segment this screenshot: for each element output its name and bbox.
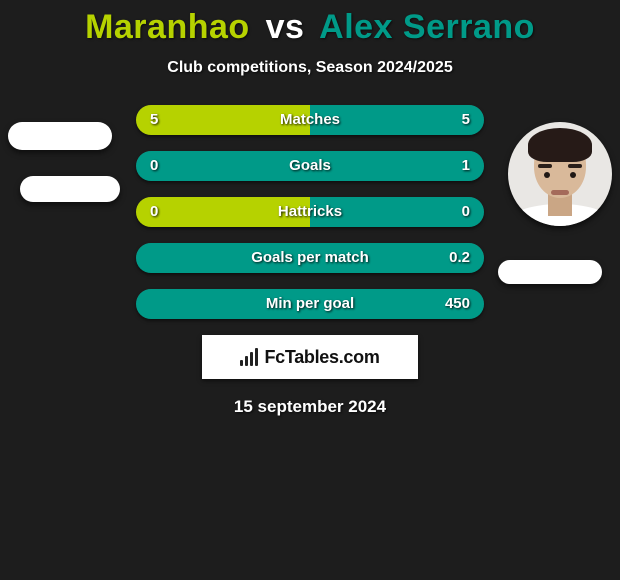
avatar-brow-right bbox=[568, 164, 582, 168]
stat-row: Goals01 bbox=[136, 151, 484, 181]
stat-bar-left bbox=[136, 105, 310, 135]
stat-bar-left bbox=[136, 197, 310, 227]
stat-row: Goals per match0.2 bbox=[136, 243, 484, 273]
vs-label: vs bbox=[266, 8, 305, 46]
brand-bars-icon bbox=[240, 348, 258, 366]
stat-row: Min per goal450 bbox=[136, 289, 484, 319]
subtitle: Club competitions, Season 2024/2025 bbox=[0, 59, 620, 77]
player2-avatar bbox=[508, 122, 612, 226]
avatar-hair bbox=[528, 128, 592, 162]
date-label: 15 september 2024 bbox=[0, 397, 620, 417]
avatar-placeholder-right bbox=[498, 260, 602, 284]
stat-bar-right bbox=[136, 151, 484, 181]
avatar-eye-left bbox=[544, 172, 550, 178]
stats-container: Matches55 Goals01 Hattricks00 Goals per mat… bbox=[136, 105, 484, 319]
avatar-mouth bbox=[551, 190, 569, 195]
avatar-eye-right bbox=[570, 172, 576, 178]
stat-row: Matches55 bbox=[136, 105, 484, 135]
brand-text: FcTables.com bbox=[264, 347, 379, 368]
stat-bar-right bbox=[310, 105, 484, 135]
player1-name: Maranhao bbox=[85, 8, 250, 46]
brand-badge: FcTables.com bbox=[202, 335, 418, 379]
avatar-placeholder-left-1 bbox=[8, 122, 112, 150]
player2-name: Alex Serrano bbox=[319, 8, 535, 46]
avatar-placeholder-left-2 bbox=[20, 176, 120, 202]
page-title: Maranhao vs Alex Serrano bbox=[0, 0, 620, 47]
stat-bar-right bbox=[310, 197, 484, 227]
stat-row: Hattricks00 bbox=[136, 197, 484, 227]
stat-bar-right bbox=[136, 289, 484, 319]
stat-bar-right bbox=[136, 243, 484, 273]
avatar-brow-left bbox=[538, 164, 552, 168]
